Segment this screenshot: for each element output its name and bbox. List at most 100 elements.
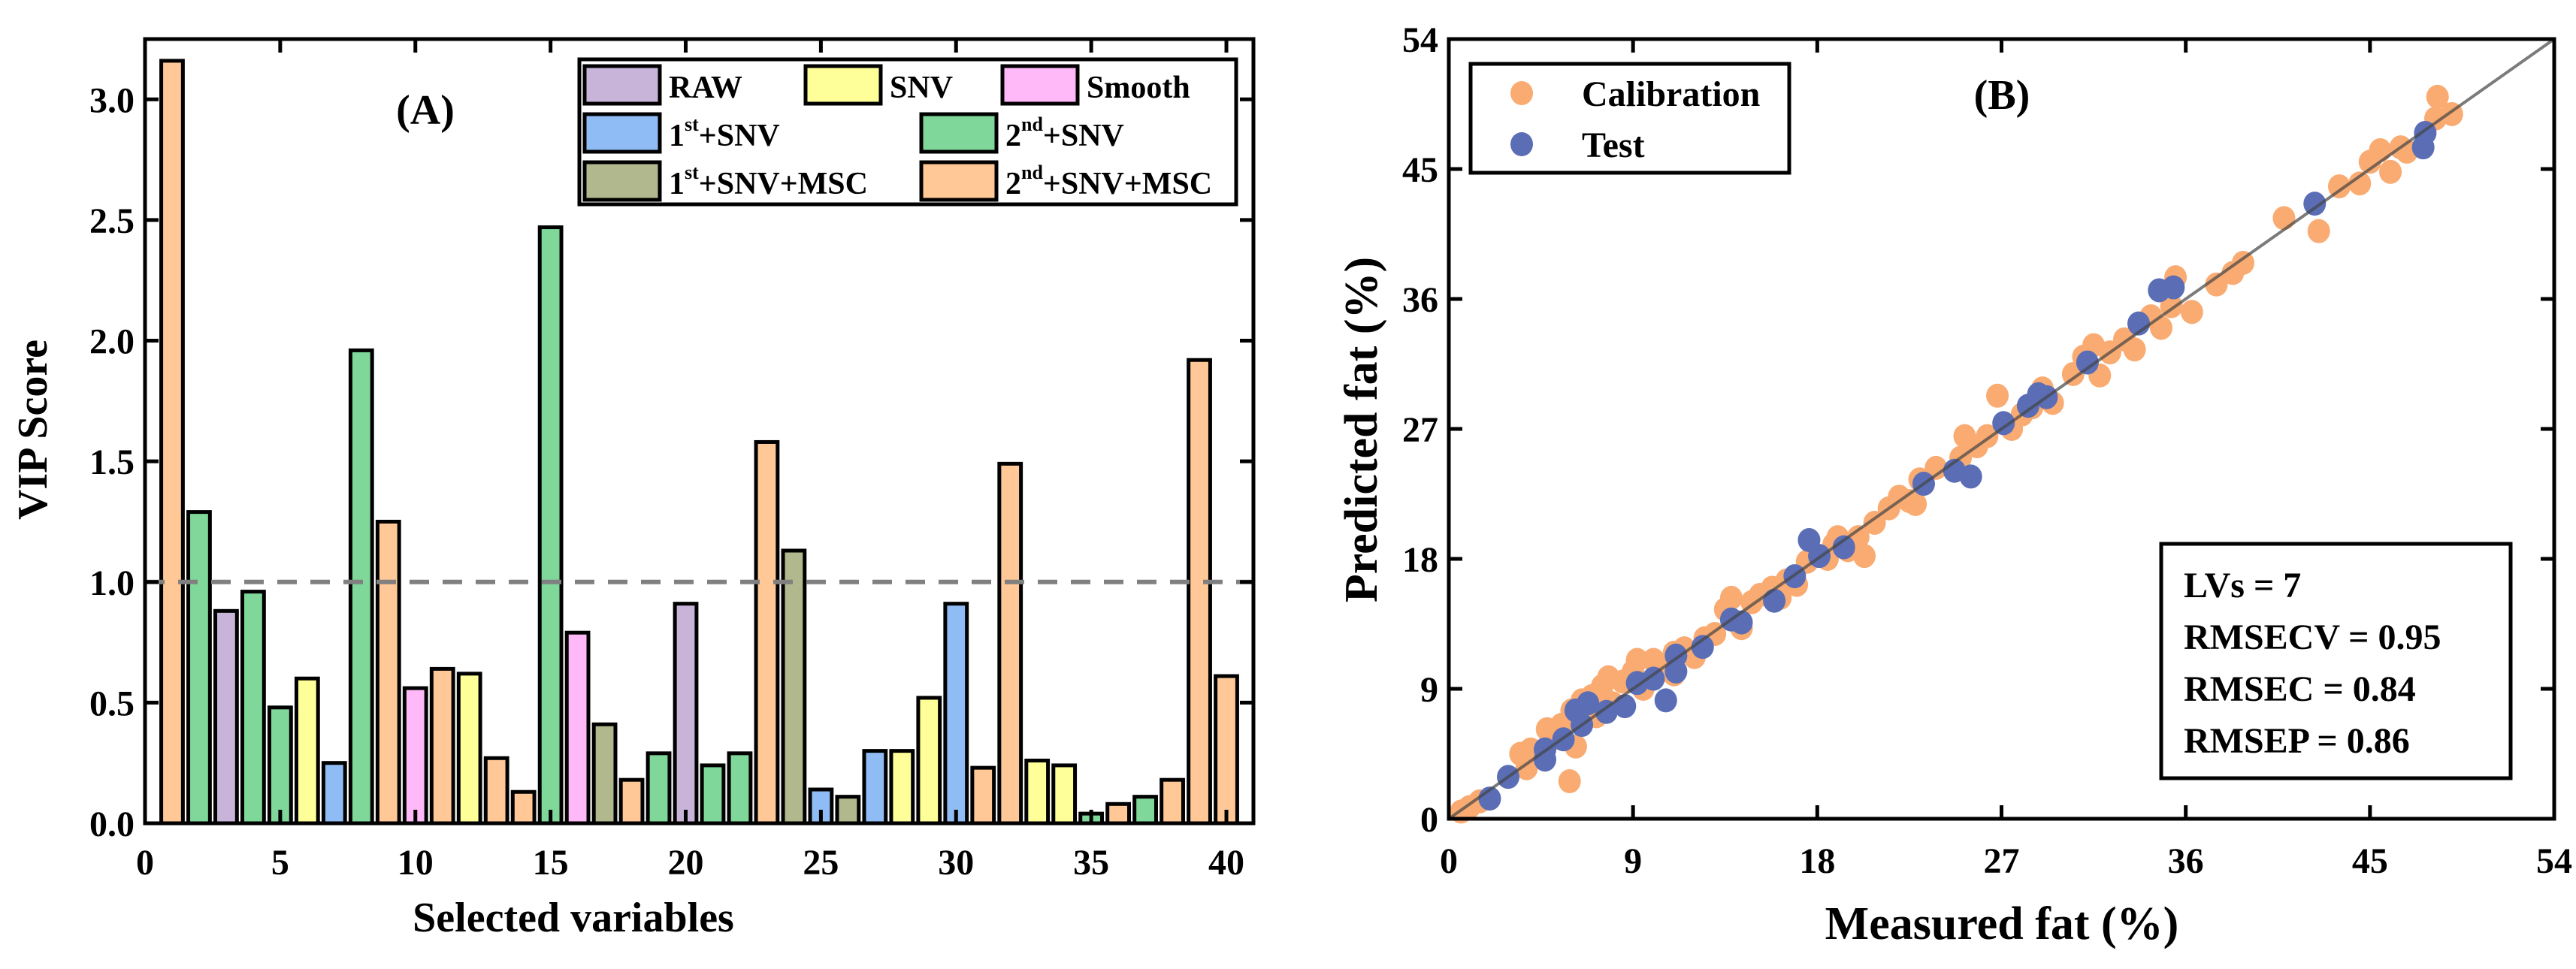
y-tick-label: 1.0 [89,563,135,603]
bar-11 [429,666,455,826]
bar-26 [835,795,861,826]
bar-3 [213,608,239,826]
legend-label-d2snv: 2nd+SNV [1005,113,1124,153]
bar-38 [1160,777,1185,826]
panel-b-y-axis-title: Predicted fat (%) [1336,257,1387,602]
point-test [1763,588,1786,613]
legend-marker-calibration [1510,81,1533,105]
x-tick-label: 40 [1208,843,1244,883]
bar-36 [1105,801,1132,826]
stats-frame [2159,542,2513,780]
y-tick-label: 45 [1402,150,1438,190]
point-calibration [2327,174,2351,199]
y-tick-label: 0.0 [89,804,135,844]
panel-a-vip-chart: (A) Selected variables VIP Score 0 5 10 15 2… [10,37,1256,941]
bar-31 [970,765,996,826]
stats-line: RMSECV = 0.95 [2184,617,2441,657]
stats-line: LVs = 7 [2184,566,2301,605]
bar-32 [997,461,1023,826]
x-tick-label: 0 [136,843,154,883]
point-test [1691,635,1714,660]
point-test [1992,411,2015,436]
legend-swatch-smooth [1000,64,1080,106]
point-test [1642,666,1665,691]
legend-box [577,57,1238,207]
point-calibration [2369,138,2392,163]
y-tick-label: 3.0 [89,80,135,120]
point-test [1959,464,1982,489]
panel-b-x-axis-title: Measured fat (%) [1825,898,2179,949]
bar-12 [456,672,482,826]
bar-1 [159,59,185,826]
x-tick-label: 20 [668,843,704,883]
legend-label-text: Smooth [1087,71,1190,105]
legend-swatch-raw [582,64,662,106]
y-tick-label: 27 [1402,410,1438,450]
bar-40 [1214,674,1239,826]
panel-a-x-axis-title: Selected variables [413,895,734,941]
point-calibration [1852,544,1876,569]
legend-label-raw: RAW [669,71,742,105]
point-calibration [1625,648,1649,672]
legend-swatch-snv [803,64,883,106]
bar-23 [754,439,780,826]
legend-label-test: Test [1582,125,1645,165]
x-tick-label: 5 [271,843,289,883]
legend-label-text: SNV [890,71,953,105]
point-calibration [2272,206,2296,231]
legend-label-rest: +SNV+MSC [1043,167,1212,201]
point-calibration [1904,491,1927,516]
legend-label-rest: +SNV [1043,119,1124,153]
bar-13 [483,756,509,826]
bar-37 [1132,795,1158,826]
y-tick-label: 0.5 [89,684,135,723]
x-tick-label: 54 [2536,841,2572,881]
legend-label-text: RAW [669,71,742,105]
legend-label-calibration: Calibration [1582,74,1760,114]
x-tick-label: 25 [803,843,839,883]
point-calibration [2123,337,2146,362]
bar-24 [781,548,807,826]
point-test [2162,275,2185,300]
x-tick-label: 27 [1984,841,2020,881]
bar-2 [186,510,212,826]
x-tick-label: 18 [1799,841,1835,881]
y-tick-label: 18 [1402,540,1438,580]
stats-box: LVs = 7 RMSECV = 0.95 RMSEC = 0.84 RMSEP = … [2159,542,2513,780]
legend-label-text: 1 [669,119,685,153]
bar-8 [348,348,374,826]
bar-4 [240,590,266,826]
legend-label-rest: +SNV [699,119,780,153]
bar-6 [294,676,320,826]
point-calibration [1986,383,2009,408]
bar-34 [1051,763,1078,826]
x-tick-label: 15 [533,843,569,883]
y-tick-label: 0 [1420,800,1438,840]
y-tick-label: 2.5 [89,201,135,241]
legend-swatch-d1snvmsc [582,160,662,202]
panel-b-scatter-chart: (B) Measured fat (%) Predicted fat (%) 0… [1336,20,2572,949]
bar-21 [700,763,726,826]
legend-label-sup: st [685,162,699,183]
legend-label-text: 2 [1005,119,1021,153]
point-test [1654,688,1677,713]
point-calibration [2149,315,2172,340]
point-test [1613,694,1637,719]
point-calibration [1515,756,1538,780]
legend-label-sup: st [685,113,699,135]
bar-28 [889,749,915,826]
bar-29 [916,696,942,826]
y-tick-label: 2.0 [89,322,135,362]
point-calibration [1558,769,1581,794]
identity-line [1447,38,2556,820]
bar-39 [1187,358,1212,826]
x-tick-label: 36 [2168,841,2204,881]
legend-label-d2snvmsc: 2nd+SNV+MSC [1005,162,1212,201]
panel-b-label: (B) [1974,72,2030,119]
bar-10 [402,686,428,826]
bar-27 [862,749,888,826]
legend-label-sup: nd [1021,162,1043,183]
bar-20 [673,602,699,826]
point-calibration [2180,300,2203,325]
x-tick-label: 0 [1440,841,1458,881]
